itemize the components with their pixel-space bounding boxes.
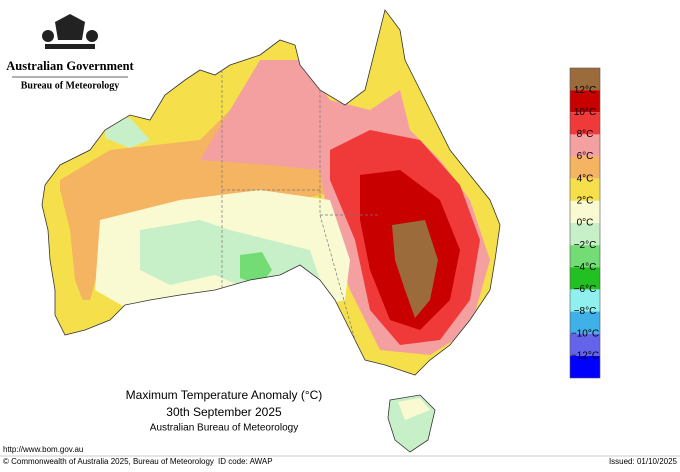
- footer-copyright: © Commonwealth of Australia 2025, Bureau…: [3, 457, 214, 466]
- legend-label: 2°C: [577, 195, 594, 206]
- legend: 12°C 10°C 8°C 6°C 4°C 2°C 0°C −2°C −4°C −6°C −8°C −…: [569, 67, 601, 379]
- legend-swatch: [570, 267, 600, 290]
- footer-url: http://www.bom.gov.au: [3, 445, 83, 454]
- agency-name: Bureau of Meteorology: [21, 80, 120, 91]
- legend-swatch: [570, 289, 600, 312]
- coastline: [41, 9, 501, 376]
- legend-swatch: [570, 333, 600, 356]
- map-title: Maximum Temperature Anomaly (°C): [126, 388, 323, 402]
- legend-swatch: [570, 178, 600, 201]
- legend-label: 8°C: [577, 129, 594, 140]
- legend-swatch: [570, 112, 600, 135]
- map-source: Australian Bureau of Meteorology: [150, 423, 298, 434]
- legend-swatch: [570, 90, 600, 113]
- legend-swatch: [570, 311, 600, 334]
- legend-swatch: [570, 68, 600, 91]
- legend-label: −4°C: [574, 262, 597, 273]
- footer-issued: Issued: 01/10/2025: [609, 457, 678, 466]
- legend-swatch: [570, 156, 600, 179]
- crest: [42, 14, 98, 49]
- legend-swatch: [570, 223, 600, 246]
- footer-id: ID code: AWAP: [218, 457, 273, 466]
- legend-swatch: [570, 355, 600, 378]
- legend-label: −6°C: [574, 284, 597, 295]
- map-date: 30th September 2025: [166, 405, 282, 419]
- state-borders: [221, 70, 380, 341]
- legend-label: 12°C: [574, 85, 596, 96]
- tasmania-zone: [398, 398, 430, 420]
- legend-label: −8°C: [574, 306, 597, 317]
- legend-swatch: [570, 134, 600, 157]
- legend-swatch: [570, 200, 600, 223]
- legend-frame: [569, 67, 601, 379]
- legend-label: 10°C: [574, 107, 596, 118]
- government-name: Australian Government: [6, 59, 134, 73]
- legend-swatch: [570, 245, 600, 268]
- legend-label: −2°C: [574, 240, 597, 251]
- legend-label: 4°C: [577, 173, 594, 184]
- legend-label: −10°C: [571, 328, 599, 339]
- legend-label: 6°C: [577, 151, 594, 162]
- legend-label: −12°C: [571, 350, 599, 361]
- legend-label: 0°C: [577, 218, 594, 229]
